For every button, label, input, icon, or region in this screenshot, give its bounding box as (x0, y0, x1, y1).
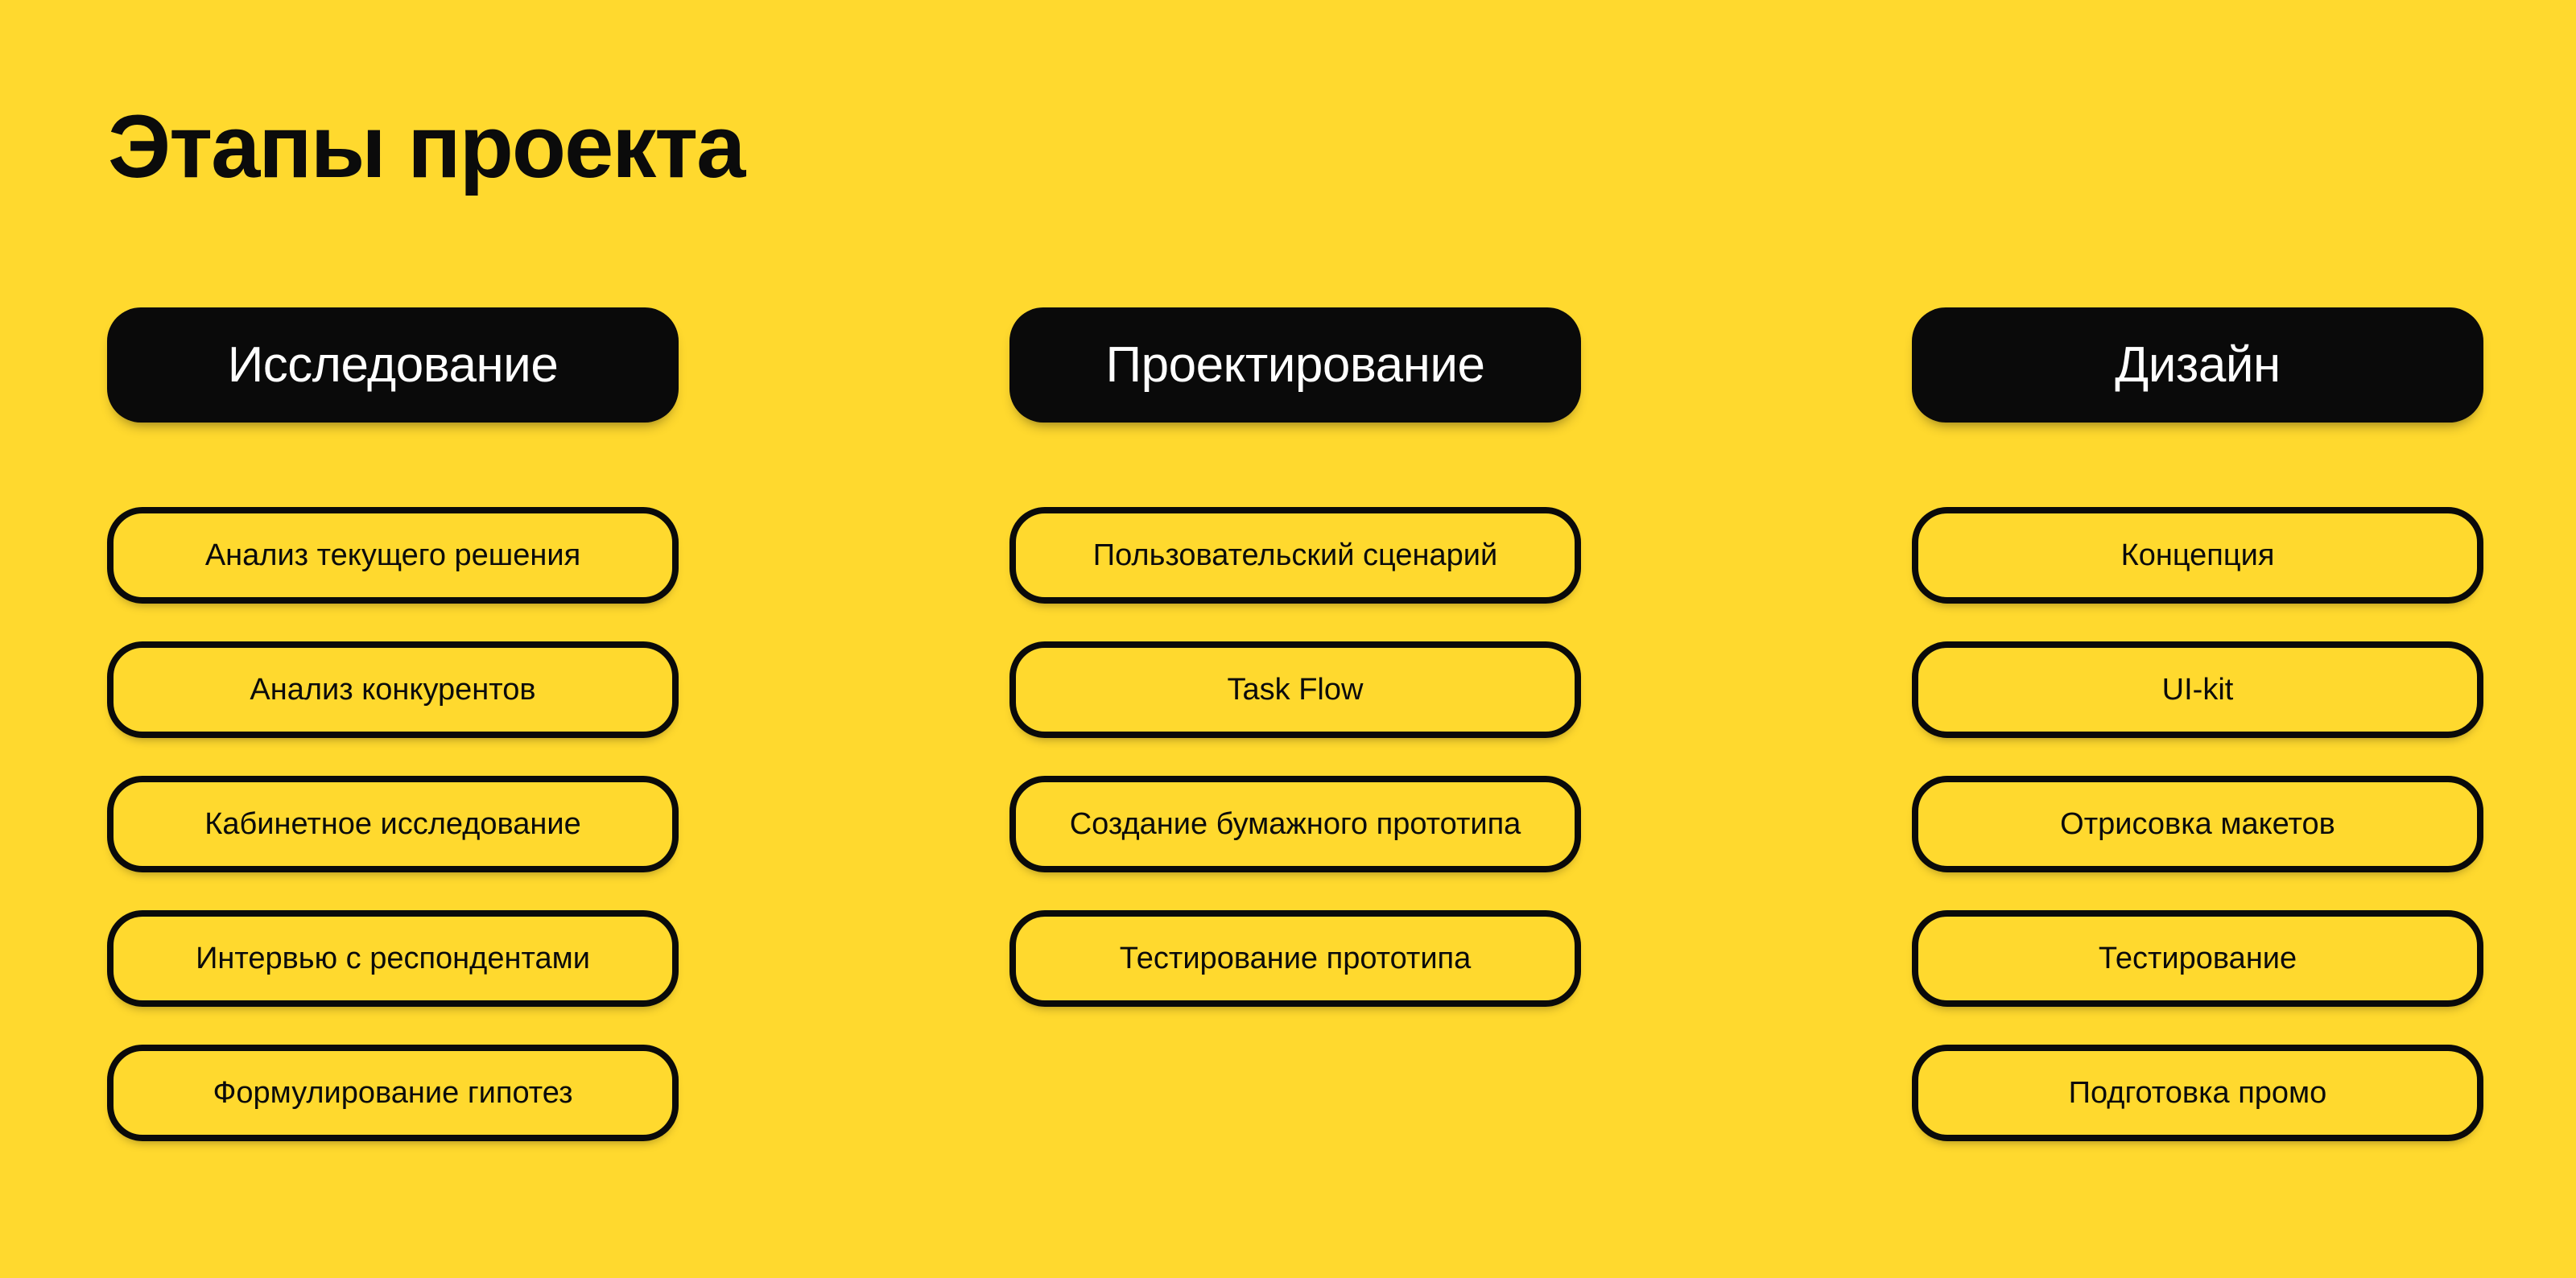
page-title: Этапы проекта (108, 97, 745, 196)
stage-item: Кабинетное исследование (107, 776, 679, 872)
stage-item: Отрисовка макетов (1912, 776, 2483, 872)
stage-header-research: Исследование (107, 307, 679, 423)
stage-item: UI-kit (1912, 641, 2483, 738)
stage-item: Создание бумажного прототипа (1009, 776, 1581, 872)
stage-columns: Исследование Анализ текущего решения Ана… (107, 307, 2483, 1141)
column-planning: Проектирование Пользовательский сценарий… (1009, 307, 1581, 1141)
stage-item-list: Концепция UI-kit Отрисовка макетов Тести… (1912, 507, 2483, 1141)
stage-header-planning: Проектирование (1009, 307, 1581, 423)
stage-item: Тестирование прототипа (1009, 910, 1581, 1007)
stage-item: Анализ текущего решения (107, 507, 679, 604)
stage-item: Task Flow (1009, 641, 1581, 738)
stage-item: Тестирование (1912, 910, 2483, 1007)
stage-item: Концепция (1912, 507, 2483, 604)
stage-item: Пользовательский сценарий (1009, 507, 1581, 604)
column-design: Дизайн Концепция UI-kit Отрисовка макето… (1912, 307, 2483, 1141)
stage-item-list: Пользовательский сценарий Task Flow Созд… (1009, 507, 1581, 1007)
stage-header-design: Дизайн (1912, 307, 2483, 423)
stage-item-list: Анализ текущего решения Анализ конкурент… (107, 507, 679, 1141)
stage-item: Подготовка промо (1912, 1045, 2483, 1141)
stage-item: Интервью с респондентами (107, 910, 679, 1007)
column-research: Исследование Анализ текущего решения Ана… (107, 307, 679, 1141)
stage-item: Анализ конкурентов (107, 641, 679, 738)
stage-item: Формулирование гипотез (107, 1045, 679, 1141)
